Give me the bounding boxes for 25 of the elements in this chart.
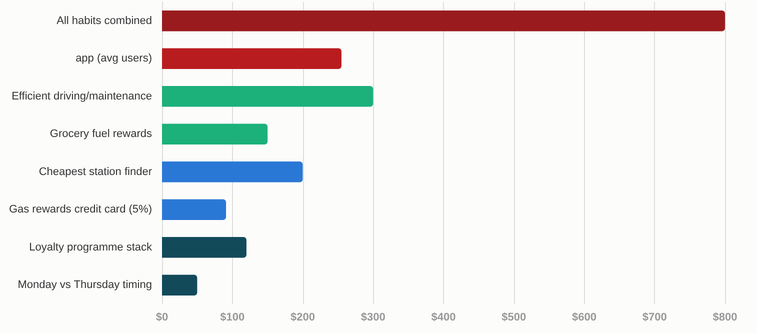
x-tick-label: $200 [290, 312, 315, 324]
x-tick-label: $300 [360, 312, 386, 324]
bar [162, 274, 198, 296]
bar [162, 10, 725, 32]
x-tick-label: $800 [712, 312, 738, 324]
bar [162, 124, 268, 145]
bar [162, 236, 246, 258]
x-tick-label: $0 [156, 312, 168, 324]
y-tick-label: Monday vs Thursday timing [18, 279, 152, 292]
y-tick-label: app (avg users) [76, 52, 152, 65]
y-tick-label: Efficient driving/maintenance [12, 90, 152, 102]
x-tick-label: $700 [642, 312, 667, 324]
bar [162, 48, 342, 70]
x-tick-label: $400 [431, 312, 456, 324]
bar [162, 199, 226, 220]
y-tick-label: Cheapest station finder [38, 166, 152, 178]
y-tick-label: All habits combined [56, 14, 152, 27]
x-tick-label: $100 [220, 312, 245, 324]
y-tick-label: Gas rewards credit card (5%) [8, 204, 152, 216]
bar [162, 161, 303, 182]
bar [162, 86, 374, 107]
x-tick-label: $600 [572, 312, 596, 324]
y-tick-label: Loyalty programme stack [29, 241, 152, 254]
y-tick-label: Grocery fuel rewards [50, 128, 152, 140]
x-tick-label: $500 [502, 312, 526, 324]
